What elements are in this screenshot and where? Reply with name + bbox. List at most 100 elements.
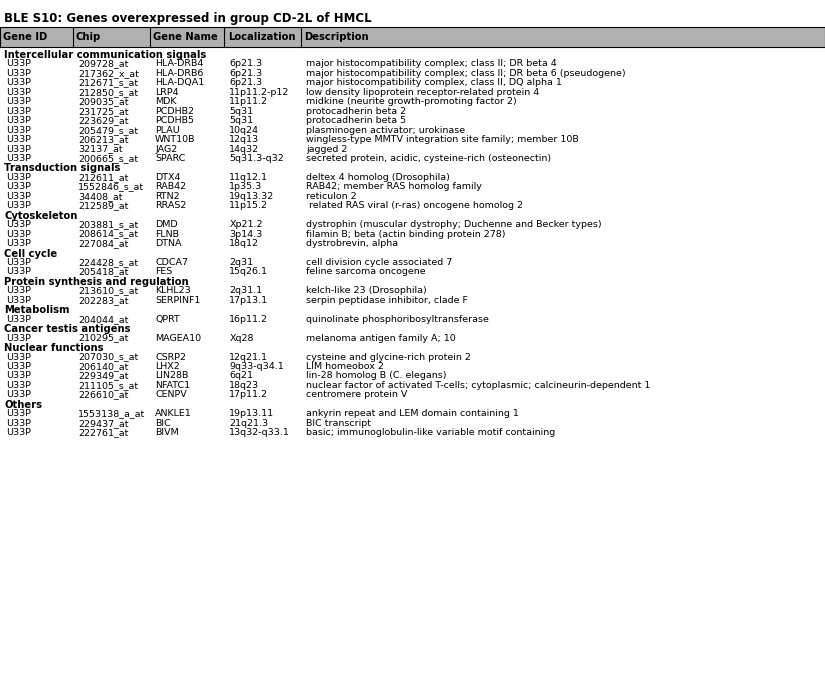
Text: 5q31: 5q31 [229, 107, 253, 116]
Text: BIC transcript: BIC transcript [306, 419, 371, 427]
Text: Xq28: Xq28 [229, 334, 254, 342]
Text: 18q23: 18q23 [229, 381, 260, 390]
Text: plasminogen activator; urokinase: plasminogen activator; urokinase [306, 125, 465, 135]
Text: U33P: U33P [7, 135, 31, 144]
Text: 6p21.3: 6p21.3 [229, 69, 262, 78]
Text: 17p11.2: 17p11.2 [229, 390, 268, 399]
Text: serpin peptidase inhibitor, clade F: serpin peptidase inhibitor, clade F [306, 296, 468, 305]
Text: protocadherin beta 5: protocadherin beta 5 [306, 116, 406, 125]
Text: 2q31: 2q31 [229, 258, 253, 267]
Text: 18q12: 18q12 [229, 239, 259, 248]
Text: 14q32: 14q32 [229, 145, 260, 153]
Text: U33P: U33P [7, 116, 31, 125]
Text: U33P: U33P [7, 60, 31, 68]
Text: 3p14.3: 3p14.3 [229, 229, 262, 238]
Text: 19q13.32: 19q13.32 [229, 192, 275, 201]
Text: DTX4: DTX4 [155, 173, 181, 182]
Text: CENPV: CENPV [155, 390, 186, 399]
Text: 222761_at: 222761_at [78, 428, 129, 437]
Text: 202283_at: 202283_at [78, 296, 129, 305]
Text: U33P: U33P [7, 286, 31, 295]
Text: Xp21.2: Xp21.2 [229, 220, 263, 229]
Text: 204044_at: 204044_at [78, 314, 129, 324]
Text: 6q21: 6q21 [229, 371, 253, 380]
Text: jagged 2: jagged 2 [306, 145, 347, 153]
Text: 224428_s_at: 224428_s_at [78, 258, 139, 267]
Text: 19p13.11: 19p13.11 [229, 409, 275, 419]
Text: dystrophin (muscular dystrophy; Duchenne and Becker types): dystrophin (muscular dystrophy; Duchenne… [306, 220, 601, 229]
Text: U33P: U33P [7, 173, 31, 182]
Text: U33P: U33P [7, 381, 31, 390]
Text: 10q24: 10q24 [229, 125, 259, 135]
Text: 17p13.1: 17p13.1 [229, 296, 268, 305]
Text: 212850_s_at: 212850_s_at [78, 88, 139, 97]
Text: 6p21.3: 6p21.3 [229, 78, 262, 88]
Text: RAB42: RAB42 [155, 182, 186, 191]
Text: DTNA: DTNA [155, 239, 182, 248]
Text: lin-28 homolog B (C. elegans): lin-28 homolog B (C. elegans) [306, 371, 446, 380]
Text: U33P: U33P [7, 145, 31, 153]
Text: Nuclear functions: Nuclear functions [4, 343, 104, 353]
Text: U33P: U33P [7, 314, 31, 324]
Text: ankyrin repeat and LEM domain containing 1: ankyrin repeat and LEM domain containing… [306, 409, 519, 419]
Text: MDK: MDK [155, 97, 177, 106]
Text: 227084_at: 227084_at [78, 239, 129, 248]
Text: BIVM: BIVM [155, 428, 179, 437]
Text: cysteine and glycine-rich protein 2: cysteine and glycine-rich protein 2 [306, 353, 471, 362]
Text: U33P: U33P [7, 201, 31, 210]
Text: PCDHB5: PCDHB5 [155, 116, 194, 125]
Text: U33P: U33P [7, 154, 31, 163]
Text: MAGEA10: MAGEA10 [155, 334, 201, 342]
Text: 208614_s_at: 208614_s_at [78, 229, 139, 238]
Text: 2q31.1: 2q31.1 [229, 286, 262, 295]
Text: deltex 4 homolog (Drosophila): deltex 4 homolog (Drosophila) [306, 173, 450, 182]
Text: U33P: U33P [7, 182, 31, 191]
Bar [0, 27, 825, 47]
Text: U33P: U33P [7, 220, 31, 229]
Text: U33P: U33P [7, 88, 31, 97]
Text: ANKLE1: ANKLE1 [155, 409, 192, 419]
Text: U33P: U33P [7, 428, 31, 437]
Text: Description: Description [304, 32, 369, 42]
Text: basic; immunoglobulin-like variable motif containing: basic; immunoglobulin-like variable moti… [306, 428, 555, 437]
Text: 11q12.1: 11q12.1 [229, 173, 268, 182]
Text: protocadherin beta 2: protocadherin beta 2 [306, 107, 406, 116]
Text: Gene ID: Gene ID [3, 32, 48, 42]
Text: SPARC: SPARC [155, 154, 186, 163]
Text: nuclear factor of activated T-cells; cytoplasmic; calcineurin-dependent 1: nuclear factor of activated T-cells; cyt… [306, 381, 650, 390]
Text: 16p11.2: 16p11.2 [229, 314, 268, 324]
Text: low density lipoprotein receptor-related protein 4: low density lipoprotein receptor-related… [306, 88, 540, 97]
Text: LIM homeobox 2: LIM homeobox 2 [306, 362, 384, 371]
Text: 229349_at: 229349_at [78, 371, 129, 380]
Text: feline sarcoma oncogene: feline sarcoma oncogene [306, 267, 426, 277]
Text: U33P: U33P [7, 334, 31, 342]
Text: LIN28B: LIN28B [155, 371, 188, 380]
Text: 207030_s_at: 207030_s_at [78, 353, 139, 362]
Text: FLNB: FLNB [155, 229, 179, 238]
Text: 203881_s_at: 203881_s_at [78, 220, 139, 229]
Text: 217362_x_at: 217362_x_at [78, 69, 139, 78]
Text: DMD: DMD [155, 220, 177, 229]
Text: secreted protein, acidic, cysteine-rich (osteonectin): secreted protein, acidic, cysteine-rich … [306, 154, 551, 163]
Text: U33P: U33P [7, 229, 31, 238]
Text: quinolinate phosphoribosyltransferase: quinolinate phosphoribosyltransferase [306, 314, 489, 324]
Text: HLA-DRB4: HLA-DRB4 [155, 60, 204, 68]
Text: BIC: BIC [155, 419, 171, 427]
Text: RRAS2: RRAS2 [155, 201, 186, 210]
Text: U33P: U33P [7, 258, 31, 267]
Text: Cytoskeleton: Cytoskeleton [4, 211, 78, 221]
Text: Transduction signals: Transduction signals [4, 164, 120, 173]
Text: PLAU: PLAU [155, 125, 180, 135]
Text: 210295_at: 210295_at [78, 334, 129, 342]
Text: U33P: U33P [7, 353, 31, 362]
Text: 11p11.2-p12: 11p11.2-p12 [229, 88, 290, 97]
Text: major histocompatibility complex, class II, DQ alpha 1: major histocompatibility complex, class … [306, 78, 562, 88]
Text: major histocompatibility complex; class II; DR beta 6 (pseudogene): major histocompatibility complex; class … [306, 69, 625, 78]
Text: U33P: U33P [7, 239, 31, 248]
Text: 209035_at: 209035_at [78, 97, 129, 106]
Text: Gene Name: Gene Name [153, 32, 218, 42]
Text: dystrobrevin, alpha: dystrobrevin, alpha [306, 239, 398, 248]
Text: U33P: U33P [7, 409, 31, 419]
Text: 11p15.2: 11p15.2 [229, 201, 268, 210]
Text: PCDHB2: PCDHB2 [155, 107, 194, 116]
